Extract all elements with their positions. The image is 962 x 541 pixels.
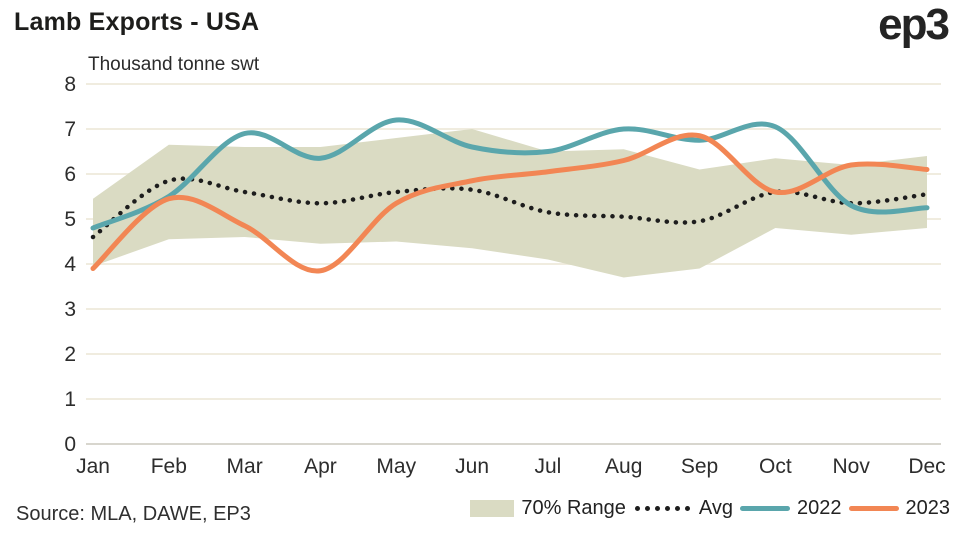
y-axis-unit-label: Thousand tonne swt — [88, 54, 260, 75]
legend-label-2022: 2022 — [797, 497, 842, 519]
x-tick-label: Feb — [151, 455, 187, 478]
series-line-2022 — [90, 117, 930, 231]
x-tick-label: May — [376, 455, 416, 478]
y-tick-label: 1 — [64, 388, 76, 411]
y-tick-label: 5 — [64, 208, 76, 231]
x-tick-label: Sep — [681, 455, 718, 478]
y-tick-label: 8 — [64, 73, 76, 96]
series-line-2023 — [90, 132, 930, 274]
x-tick-label: Nov — [833, 455, 871, 478]
line-2023-swatch — [848, 506, 899, 511]
x-tick-label: Jul — [534, 455, 561, 478]
x-tick-label: Apr — [304, 455, 337, 478]
y-tick-label: 6 — [64, 163, 76, 186]
page-title: Lamb Exports - USA — [14, 8, 260, 36]
y-tick-label: 4 — [64, 253, 76, 276]
x-tick-label: Oct — [759, 455, 792, 478]
ep3-logo: ep3 — [878, 0, 950, 49]
x-tick-label: Mar — [227, 455, 263, 478]
legend-label-avg: Avg — [698, 497, 733, 519]
range-band-swatch — [470, 500, 515, 517]
line-2022-swatch — [740, 506, 790, 511]
y-tick-label: 0 — [64, 433, 76, 456]
x-tick-label: Jun — [455, 455, 489, 478]
range-band — [93, 129, 927, 278]
x-tick-label: Aug — [605, 455, 642, 478]
avg-line-swatch — [634, 506, 690, 511]
y-tick-label: 3 — [64, 298, 76, 321]
y-tick-label: 7 — [64, 118, 76, 141]
x-tick-label: Dec — [908, 455, 945, 478]
y-tick-label: 2 — [64, 343, 76, 366]
legend-label-2023: 2023 — [905, 497, 951, 519]
legend-label-range: 70% Range — [521, 497, 626, 519]
x-tick-label: Jan — [76, 455, 110, 478]
chart-legend: 70% Range Avg 2022 2023 — [470, 497, 950, 520]
source-note: Source: MLA, DAWE, EP3 — [16, 503, 251, 525]
